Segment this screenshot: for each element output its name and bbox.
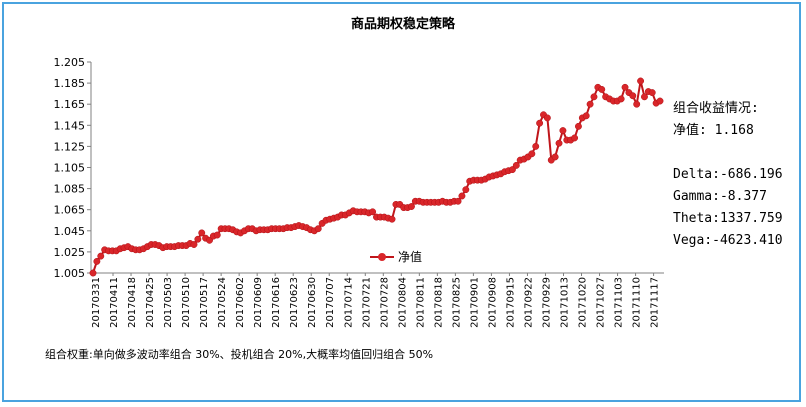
data-point bbox=[571, 134, 579, 142]
x-tick-label: 20170630 bbox=[307, 277, 318, 328]
data-point bbox=[369, 208, 377, 216]
data-point bbox=[574, 122, 582, 130]
x-tick-label: 20170418 bbox=[127, 277, 138, 328]
data-point bbox=[648, 89, 656, 97]
x-tick-label: 20170517 bbox=[199, 277, 210, 328]
stats-theta: Theta:1337.759 bbox=[673, 211, 783, 226]
x-tick-label: 20170825 bbox=[451, 277, 462, 328]
portfolio-stats: 组合收益情况: 净值: 1.168 Delta:-686.196 Gamma:-… bbox=[673, 98, 783, 252]
x-tick-label: 20170721 bbox=[361, 277, 372, 328]
y-tick-label: 1.045 bbox=[54, 225, 86, 238]
x-tick-label: 20171020 bbox=[578, 277, 589, 328]
y-tick-label: 1.205 bbox=[54, 56, 86, 69]
x-tick-label: 20170602 bbox=[235, 277, 246, 328]
x-tick-label: 20170804 bbox=[397, 277, 408, 328]
x-tick-label: 20171103 bbox=[614, 277, 625, 328]
x-tick-label: 20170524 bbox=[217, 277, 228, 328]
data-point bbox=[532, 142, 540, 150]
stats-vega: Vega:-4623.410 bbox=[673, 233, 783, 248]
data-point bbox=[314, 225, 322, 233]
data-point bbox=[656, 97, 664, 105]
data-point bbox=[508, 166, 516, 174]
data-point bbox=[206, 236, 213, 244]
data-point bbox=[408, 203, 415, 210]
x-tick-label: 20170915 bbox=[505, 277, 516, 328]
data-point bbox=[388, 215, 396, 223]
data-point bbox=[551, 153, 559, 161]
data-point bbox=[458, 192, 466, 200]
data-point bbox=[190, 241, 198, 248]
y-tick-label: 1.185 bbox=[54, 77, 86, 90]
y-tick-label: 1.165 bbox=[54, 98, 86, 111]
x-tick-label: 20170811 bbox=[415, 277, 426, 328]
x-tick-label: 20170609 bbox=[253, 277, 264, 328]
weights-footnote: 组合权重:单向做多波动率组合 30%、投机组合 20%,大概率均值回归组合 50… bbox=[45, 348, 434, 361]
y-tick-label: 1.065 bbox=[54, 204, 86, 217]
data-point bbox=[598, 85, 606, 93]
x-tick-label: 20170818 bbox=[433, 277, 444, 328]
x-tick-label: 20170331 bbox=[91, 277, 102, 328]
legend-line-marker bbox=[370, 252, 394, 262]
data-point bbox=[536, 119, 544, 127]
data-point bbox=[194, 235, 202, 243]
stats-delta: Delta:-686.196 bbox=[673, 167, 783, 182]
y-tick-label: 1.145 bbox=[54, 119, 86, 132]
stats-nav: 净值: 1.168 bbox=[673, 123, 754, 138]
data-point bbox=[621, 83, 629, 91]
data-point bbox=[633, 100, 641, 108]
x-tick-label: 20171117 bbox=[650, 277, 661, 328]
data-point bbox=[637, 77, 645, 85]
data-point bbox=[89, 269, 97, 277]
data-point bbox=[454, 197, 462, 205]
data-point bbox=[590, 93, 598, 101]
data-point bbox=[198, 229, 206, 237]
legend: 净值 bbox=[370, 248, 422, 265]
x-tick-label: 20170901 bbox=[469, 277, 480, 328]
data-point bbox=[559, 127, 567, 135]
stats-heading: 组合收益情况: bbox=[673, 101, 759, 116]
chart-title: 商品期权稳定策略 bbox=[350, 17, 455, 32]
y-tick-label: 1.125 bbox=[54, 140, 86, 153]
x-tick-label: 20170616 bbox=[271, 277, 282, 328]
stats-gamma: Gamma:-8.377 bbox=[673, 189, 767, 204]
data-point bbox=[543, 114, 551, 122]
data-point bbox=[97, 252, 105, 260]
y-tick-label: 1.105 bbox=[54, 162, 86, 175]
data-point bbox=[641, 93, 648, 101]
x-tick-label: 20170510 bbox=[181, 277, 192, 328]
x-tick-label: 20170503 bbox=[163, 277, 174, 328]
x-tick-label: 20170707 bbox=[325, 277, 336, 328]
y-tick-label: 1.025 bbox=[54, 246, 86, 259]
legend-series-label: 净值 bbox=[398, 250, 423, 264]
data-point bbox=[512, 161, 520, 169]
y-tick-label: 1.005 bbox=[54, 267, 86, 280]
y-tick-label: 1.085 bbox=[54, 183, 86, 196]
data-point bbox=[555, 139, 563, 147]
data-point bbox=[93, 257, 101, 265]
data-point bbox=[462, 186, 470, 194]
x-tick-label: 20171110 bbox=[632, 277, 643, 328]
x-tick-label: 20170929 bbox=[541, 277, 552, 328]
data-point bbox=[582, 112, 590, 120]
x-tick-label: 20170411 bbox=[109, 277, 120, 328]
x-tick-label: 20170623 bbox=[289, 277, 300, 328]
data-point bbox=[629, 92, 637, 100]
x-tick-label: 20171013 bbox=[559, 277, 570, 328]
x-tick-label: 20170728 bbox=[379, 277, 390, 328]
x-tick-label: 20170908 bbox=[487, 277, 498, 328]
data-point bbox=[528, 150, 536, 158]
data-point bbox=[586, 100, 594, 108]
x-tick-label: 20170922 bbox=[523, 277, 534, 328]
x-tick-label: 20170425 bbox=[145, 277, 156, 328]
x-tick-label: 20170714 bbox=[343, 277, 354, 328]
x-tick-label: 20171027 bbox=[596, 277, 607, 328]
data-point bbox=[617, 95, 625, 103]
data-point bbox=[213, 231, 221, 239]
